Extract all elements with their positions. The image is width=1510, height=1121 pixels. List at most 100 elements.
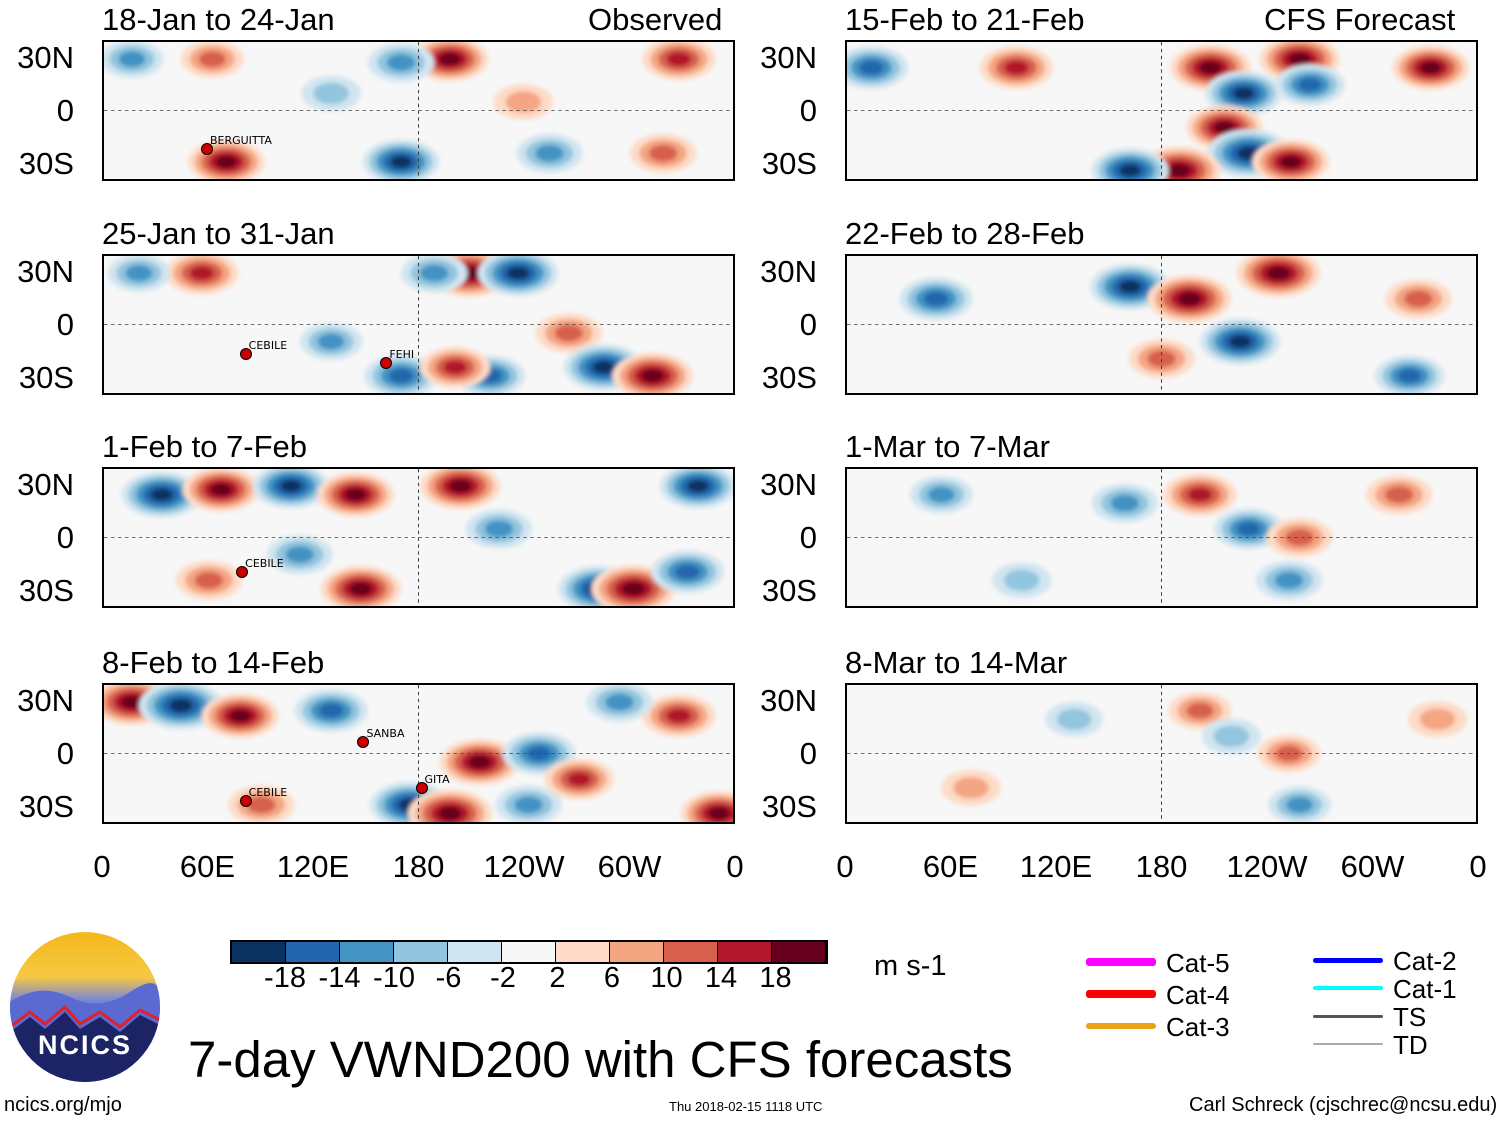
anomaly-contour (1186, 702, 1214, 719)
forecast-label: CFS Forecast (1264, 2, 1456, 37)
anomaly-contour (592, 361, 615, 374)
anomaly-contour (1404, 290, 1433, 308)
lon-tick-label: 60W (597, 849, 662, 884)
lat-tick-label: 30S (18, 146, 74, 181)
legend-line-cat-2 (1313, 957, 1383, 963)
storm-track-icon (380, 356, 393, 369)
timestamp: Thu 2018-02-15 1118 UTC (669, 1099, 823, 1114)
anomaly-contour (285, 546, 314, 564)
storm-track-icon (415, 782, 428, 795)
anomaly-contour (194, 571, 224, 589)
lon-tick-label: 120E (1019, 849, 1093, 884)
storm-label: FEHI (389, 347, 415, 361)
anomaly-contour (687, 480, 709, 493)
lon-tick-label: 0 (93, 849, 111, 884)
lat-tick-label: 30S (761, 573, 817, 608)
lat-tick-label: 0 (799, 520, 817, 555)
anomaly-contour (567, 772, 591, 787)
anomaly-contour (666, 708, 692, 723)
storm-track-icon (357, 736, 370, 749)
lon-tick-label: 120W (1226, 849, 1308, 884)
storm-label: CEBILE (248, 338, 288, 352)
storm-label: BERGUITTA (209, 133, 272, 147)
legend-label: Cat-1 (1393, 974, 1457, 1004)
anomaly-contour (1274, 571, 1304, 589)
anomaly-contour (535, 144, 564, 162)
anomaly-contour (859, 60, 884, 75)
lat-tick-label: 0 (56, 736, 74, 771)
colorbar-tick-label: 6 (603, 962, 621, 994)
colorbar-swatch (772, 942, 826, 962)
colorbar-swatch (610, 942, 664, 962)
legend-label: Cat-4 (1166, 980, 1230, 1010)
lat-tick-label: 30S (18, 360, 74, 395)
map-panel: BERGUITTA (102, 40, 735, 181)
legend-label: TS (1393, 1002, 1427, 1032)
observed-label: Observed (588, 2, 723, 37)
colorbar-tick-label: 10 (650, 962, 683, 994)
anomaly-contour (388, 368, 414, 384)
legend-label: TD (1393, 1030, 1428, 1060)
lat-tick-label: 30N (17, 683, 74, 718)
lat-tick-label: 0 (56, 307, 74, 342)
anomaly-contour (1267, 266, 1291, 280)
anomaly-contour (1286, 796, 1314, 813)
anomaly-contour (390, 155, 412, 168)
anomaly-contour (1285, 529, 1314, 546)
anomaly-contour (1397, 369, 1422, 383)
lon-tick-label: 180 (392, 849, 445, 884)
anomaly-contour (215, 155, 237, 168)
anomaly-contour (318, 703, 344, 718)
lat-tick-label: 30N (760, 683, 817, 718)
lat-tick-label: 30N (17, 40, 74, 75)
anomaly-contour (449, 479, 472, 493)
colorbar-tick-label: -6 (435, 962, 462, 994)
anomaly-contour (313, 82, 349, 105)
colorbar-tick-label: 18 (759, 962, 792, 994)
lon-tick-label: 0 (836, 849, 854, 884)
storm-track-icon (239, 347, 252, 360)
legend-line-cat-3 (1086, 1023, 1156, 1029)
colorbar-swatch (340, 942, 394, 962)
lat-tick-label: 0 (56, 520, 74, 555)
panel-title: 8-Mar to 14-Mar (845, 645, 1068, 680)
lat-tick-label: 30N (760, 467, 817, 502)
map-panel: SANBA CEBILE GITA (102, 683, 735, 824)
colorbar-tick-label: 2 (549, 962, 566, 994)
anomaly-contour (120, 695, 143, 709)
storm-track-icon (236, 566, 249, 579)
lon-tick-label: 60E (179, 849, 236, 884)
lat-tick-label: 0 (56, 93, 74, 128)
colorbar-tick-label: -14 (318, 962, 361, 994)
legend-label: Cat-5 (1166, 948, 1230, 978)
map-panel (845, 254, 1478, 395)
anomaly-contour (1419, 708, 1456, 731)
storm-label: SANBA (366, 727, 405, 741)
author-credit: Carl Schreck (cjschrec@ncsu.edu) (1189, 1094, 1498, 1116)
colorbar-swatch (448, 942, 502, 962)
anomaly-contour (1213, 725, 1250, 748)
anomaly-contour (1003, 569, 1040, 592)
anomaly-contour (317, 333, 345, 350)
colorbar-swatch (232, 942, 286, 962)
map-panel (845, 467, 1478, 608)
anomaly-contour (554, 324, 583, 342)
legend-line-ts (1313, 1014, 1383, 1018)
panel-title: 1-Mar to 7-Mar (845, 429, 1050, 464)
anomaly-contour (229, 709, 251, 722)
anomaly-contour (280, 480, 302, 493)
lon-tick-label: 120W (483, 849, 565, 884)
storm-label: GITA (424, 773, 450, 787)
legend-line-cat-4 (1086, 990, 1156, 998)
lat-tick-label: 30S (18, 789, 74, 824)
site-link[interactable]: ncics.org/mjo (4, 1094, 122, 1116)
anomaly-contour (169, 699, 193, 713)
colorbar-tick-label: -2 (490, 962, 516, 994)
anomaly-contour (484, 520, 514, 538)
lat-tick-label: 30N (760, 254, 817, 289)
storm-track-icon (200, 142, 213, 155)
lon-tick-label: 120E (276, 849, 350, 884)
panel-title: 1-Feb to 7-Feb (102, 429, 308, 464)
ncics-logo: NCICS (10, 932, 160, 1082)
